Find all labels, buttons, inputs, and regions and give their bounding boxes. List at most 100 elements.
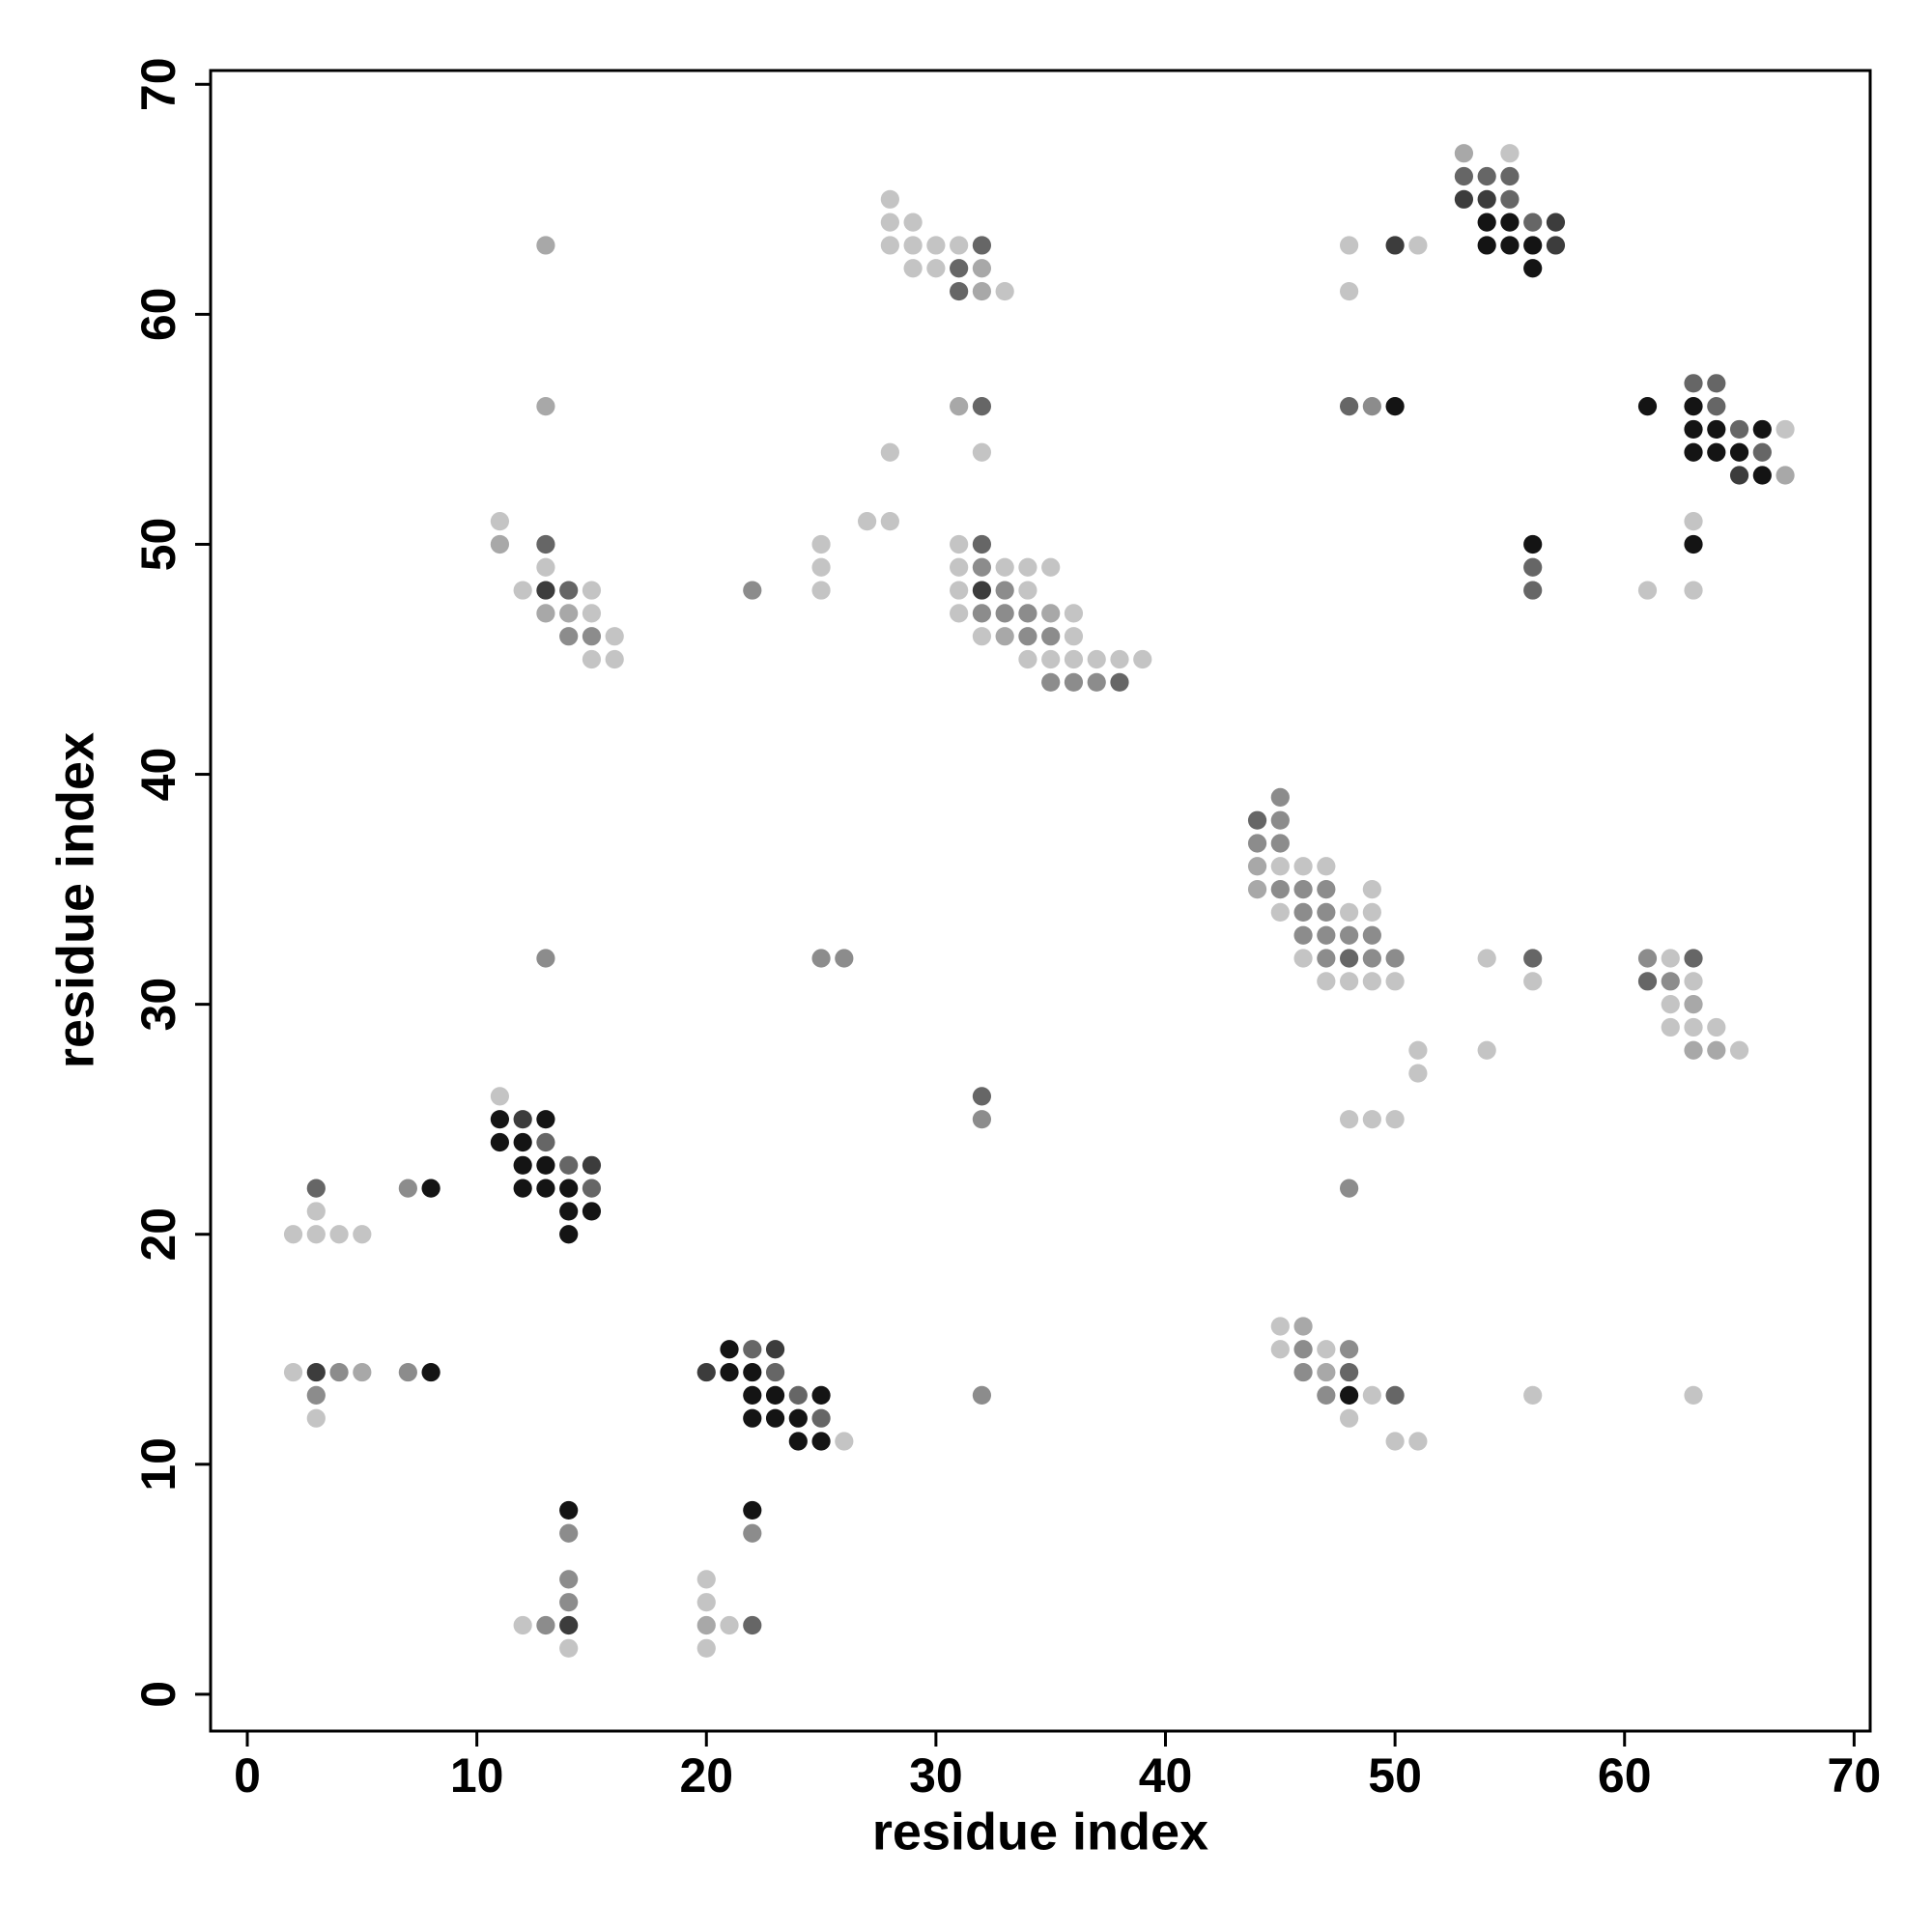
- point: [972, 236, 992, 255]
- point: [1523, 259, 1543, 278]
- point: [536, 581, 555, 600]
- point: [1661, 995, 1680, 1014]
- point: [720, 1340, 739, 1359]
- point: [765, 1340, 785, 1359]
- point: [1018, 649, 1037, 669]
- point: [398, 1179, 417, 1198]
- point: [513, 1132, 532, 1152]
- point: [536, 1132, 555, 1152]
- point: [1317, 879, 1336, 899]
- point: [1362, 925, 1381, 945]
- point: [1408, 1064, 1428, 1083]
- point: [1362, 397, 1381, 416]
- point: [1270, 1317, 1290, 1336]
- point: [1707, 1017, 1726, 1037]
- point: [490, 1087, 510, 1106]
- point: [1637, 581, 1658, 600]
- point: [1041, 672, 1061, 692]
- point: [559, 1615, 579, 1635]
- point: [743, 581, 762, 600]
- point: [1684, 581, 1703, 600]
- point: [559, 627, 579, 646]
- x-tick-label: 40: [1139, 1748, 1193, 1803]
- point: [1041, 557, 1061, 577]
- point: [582, 1179, 602, 1198]
- point: [995, 557, 1014, 577]
- point: [1064, 627, 1084, 646]
- point: [1523, 213, 1543, 232]
- point: [559, 1225, 579, 1244]
- point: [1270, 879, 1290, 899]
- point: [1752, 442, 1772, 462]
- point: [1340, 972, 1359, 991]
- point: [1340, 925, 1359, 945]
- point: [1293, 949, 1313, 968]
- point: [1707, 442, 1726, 462]
- point: [972, 1110, 992, 1129]
- point: [421, 1362, 440, 1382]
- point: [1340, 1110, 1359, 1129]
- point: [1018, 604, 1037, 623]
- point: [1087, 672, 1106, 692]
- point: [1523, 557, 1543, 577]
- point: [1385, 397, 1405, 416]
- point: [950, 236, 969, 255]
- point: [1362, 1385, 1381, 1405]
- point: [536, 1155, 555, 1175]
- point: [972, 397, 992, 416]
- point: [398, 1362, 417, 1382]
- x-tick-label: 30: [909, 1748, 963, 1803]
- point: [283, 1362, 303, 1382]
- point: [1064, 649, 1084, 669]
- point: [1661, 1017, 1680, 1037]
- point: [903, 259, 923, 278]
- point: [490, 512, 510, 531]
- point: [1087, 649, 1106, 669]
- point: [536, 397, 555, 416]
- point: [1684, 1385, 1703, 1405]
- point: [1408, 1432, 1428, 1451]
- point: [995, 281, 1014, 301]
- point: [926, 236, 946, 255]
- y-tick-label: 50: [131, 518, 185, 572]
- point: [696, 1638, 716, 1658]
- point: [1362, 972, 1381, 991]
- point: [329, 1362, 349, 1382]
- point: [1523, 236, 1543, 255]
- point: [880, 189, 899, 209]
- point: [582, 1155, 602, 1175]
- point: [1752, 419, 1772, 440]
- point: [1454, 189, 1474, 209]
- point: [306, 1225, 326, 1244]
- point: [1317, 949, 1336, 968]
- point: [765, 1362, 785, 1382]
- point: [1523, 949, 1543, 968]
- point: [559, 1202, 579, 1221]
- point: [1064, 604, 1084, 623]
- point: [696, 1615, 716, 1635]
- point: [972, 627, 992, 646]
- point: [559, 604, 579, 623]
- point: [1293, 1317, 1313, 1336]
- point: [1729, 466, 1749, 485]
- point: [903, 213, 923, 232]
- point: [1133, 649, 1152, 669]
- point: [1317, 902, 1336, 923]
- point: [513, 1179, 532, 1198]
- point: [1362, 949, 1381, 968]
- point: [1041, 649, 1061, 669]
- point: [1340, 1385, 1359, 1405]
- point: [743, 1523, 762, 1543]
- point: [329, 1225, 349, 1244]
- point: [1317, 1385, 1336, 1405]
- y-tick-label: 20: [131, 1208, 185, 1262]
- point: [582, 1202, 602, 1221]
- point: [1110, 649, 1129, 669]
- point: [1707, 419, 1726, 440]
- point: [306, 1362, 326, 1382]
- point: [1684, 972, 1703, 991]
- point: [743, 1408, 762, 1428]
- y-tick-label: 60: [131, 288, 185, 342]
- point: [1340, 281, 1359, 301]
- point: [720, 1615, 739, 1635]
